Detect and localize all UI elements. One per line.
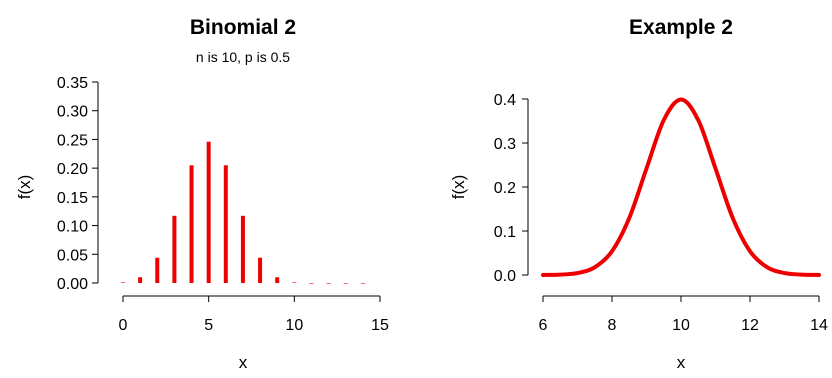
y-tick-label: 0.4: [494, 92, 516, 109]
y-tick-label: 0.10: [57, 219, 88, 236]
bar: [343, 283, 348, 284]
y-ticks: 0.0 0.1 0.2 0.3 0.4: [494, 92, 528, 285]
y-tick-label: 0.30: [57, 104, 88, 121]
x-tick-label: 5: [204, 317, 213, 334]
x-tick-label: 10: [672, 317, 690, 334]
y-tick-label: 0.2: [494, 180, 516, 197]
x-ticks: 6 8 10 12 14: [539, 296, 828, 334]
bar: [138, 277, 143, 283]
y-axis-label: f(x): [15, 175, 34, 200]
bar: [206, 141, 211, 283]
x-tick-label: 12: [741, 317, 759, 334]
x-ticks: 0 5 10 15: [119, 296, 389, 334]
bars: [121, 141, 365, 284]
x-tick-label: 0: [119, 317, 128, 334]
x-axis-label: x: [677, 353, 686, 372]
y-tick-label: 0.0: [494, 268, 516, 285]
bar: [155, 257, 160, 283]
x-tick-label: 8: [608, 317, 617, 334]
bar: [360, 283, 365, 284]
x-tick-label: 14: [810, 317, 828, 334]
x-tick-label: 10: [285, 317, 303, 334]
bar: [172, 215, 177, 283]
bar: [292, 282, 297, 284]
bar: [121, 282, 125, 284]
x-tick-label: 6: [539, 317, 548, 334]
y-tick-label: 0.1: [494, 224, 516, 241]
y-tick-label: 0.3: [494, 136, 516, 153]
density-curve: [541, 97, 821, 277]
y-tick-label: 0.25: [57, 132, 88, 149]
bar: [189, 165, 194, 283]
y-tick-label: 0.20: [57, 161, 88, 178]
y-tick-label: 0.00: [57, 276, 88, 293]
binomial-panel: Binomial 2 n is 10, p is 0.5 x f(x) 0.00…: [15, 16, 389, 372]
bar: [275, 277, 280, 283]
bar: [309, 283, 314, 284]
y-ticks: 0.00 0.05 0.10 0.15 0.20 0.25 0.30 0.35: [57, 75, 98, 293]
y-axis-label: f(x): [449, 175, 468, 200]
chart-title: Binomial 2: [190, 16, 296, 39]
series-line: [541, 97, 821, 277]
bar: [326, 283, 331, 284]
chart-title: Example 2: [629, 16, 733, 39]
x-axis-label: x: [239, 353, 248, 372]
example-panel: Example 2 x f(x) 0.0 0.1 0.2 0.3 0.4 6 8 10 12 1…: [449, 16, 828, 372]
x-tick-label: 15: [371, 317, 389, 334]
chart-subtitle: n is 10, p is 0.5: [196, 49, 290, 65]
bar: [258, 257, 263, 283]
y-tick-label: 0.05: [57, 247, 88, 264]
y-tick-label: 0.15: [57, 190, 88, 207]
bar: [240, 215, 245, 283]
bar: [223, 165, 228, 283]
y-tick-label: 0.35: [57, 75, 88, 92]
